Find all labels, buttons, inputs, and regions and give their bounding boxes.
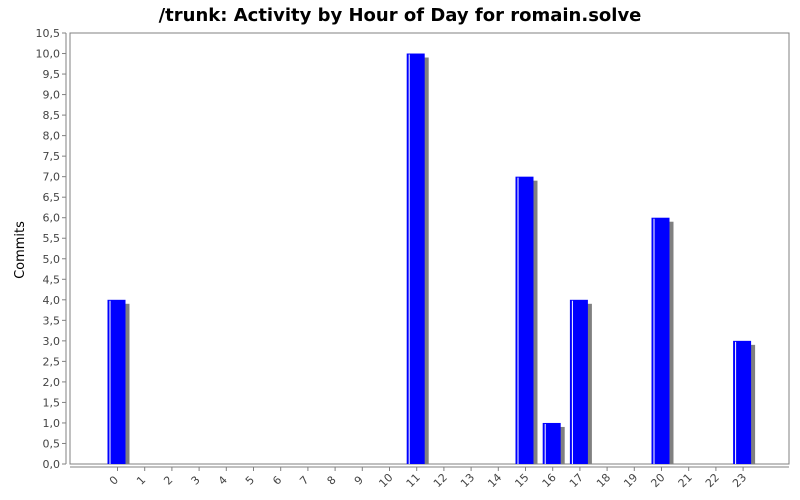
bar — [569, 299, 588, 464]
x-tick-label: 19 — [621, 471, 640, 490]
y-tick-label: 5,5 — [43, 232, 61, 245]
bar-hour-11 — [406, 53, 429, 465]
x-tick-label: 10 — [376, 471, 395, 490]
y-tick-label: 9,5 — [43, 68, 61, 81]
x-tick-label: 16 — [540, 471, 559, 490]
bar — [515, 176, 534, 464]
y-tick-label: 9,0 — [43, 89, 61, 102]
x-axis: 0 1 2 3 4 5 6 7 8 9 10 11 12 13 14 15 16 17 18 19 20 21 22 23 — [70, 466, 789, 490]
x-tick-label: 23 — [730, 471, 749, 490]
y-tick-label: 2,0 — [43, 376, 61, 389]
x-tick-label: 9 — [352, 473, 366, 487]
chart-title: /trunk: Activity by Hour of Day for roma… — [159, 5, 642, 26]
x-tick-label: 14 — [485, 471, 504, 490]
x-tick-label: 6 — [270, 473, 284, 487]
y-tick-label: 4,0 — [43, 294, 61, 307]
x-tick-label: 2 — [161, 473, 175, 487]
y-tick-label: 1,5 — [43, 396, 61, 409]
y-axis-label: Commits — [13, 221, 28, 279]
y-tick-label: 6,0 — [43, 212, 61, 225]
bar — [107, 299, 126, 464]
bar — [406, 53, 425, 465]
x-tick-label: 1 — [134, 473, 148, 487]
bar-hour-0 — [107, 299, 130, 464]
x-tick-label: 18 — [594, 471, 613, 490]
x-tick-label: 12 — [431, 471, 450, 490]
y-tick-label: 2,5 — [43, 355, 61, 368]
bar-hour-15 — [515, 176, 538, 464]
x-tick-label: 8 — [325, 473, 339, 487]
x-tick-label: 3 — [189, 473, 203, 487]
y-tick-label: 5,0 — [43, 253, 61, 266]
x-tick-label: 7 — [297, 473, 311, 487]
y-tick-label: 3,0 — [43, 335, 61, 348]
bar-hour-17 — [569, 299, 592, 464]
bar — [733, 340, 752, 464]
bar-hour-16 — [542, 422, 565, 464]
y-tick-label: 0,0 — [43, 458, 61, 471]
x-tick-label: 21 — [676, 471, 695, 490]
y-axis: 0,0 0,5 1,0 1,5 2,0 2,5 3,0 3,5 4,0 4,5 5,0 5,5 6,0 6… — [36, 27, 67, 471]
y-tick-label: 0,5 — [43, 437, 61, 450]
plot-area-frame — [69, 32, 790, 465]
x-tick-label: 17 — [567, 471, 586, 490]
bar-hour-20 — [651, 217, 674, 464]
y-tick-label: 4,5 — [43, 273, 61, 286]
y-tick-label: 8,5 — [43, 109, 61, 122]
x-tick-label: 20 — [648, 471, 667, 490]
y-tick-label: 7,0 — [43, 171, 61, 184]
bar — [651, 217, 670, 464]
bar-hour-23 — [733, 340, 756, 464]
bar — [542, 422, 561, 464]
x-tick-label: 11 — [404, 471, 423, 490]
y-tick-label: 3,5 — [43, 314, 61, 327]
x-tick-label: 13 — [458, 471, 477, 490]
y-tick-label: 8,0 — [43, 130, 61, 143]
y-tick-label: 1,0 — [43, 417, 61, 430]
x-tick-label: 22 — [703, 471, 722, 490]
y-tick-label: 10,0 — [36, 48, 61, 61]
x-tick-label: 4 — [216, 473, 230, 487]
x-tick-label: 15 — [512, 471, 531, 490]
y-tick-label: 6,5 — [43, 191, 61, 204]
bars — [107, 53, 756, 465]
y-tick-label: 7,5 — [43, 150, 61, 163]
y-tick-label: 10,5 — [36, 27, 61, 40]
x-tick-label: 5 — [243, 473, 257, 487]
x-tick-label: 0 — [107, 473, 121, 487]
